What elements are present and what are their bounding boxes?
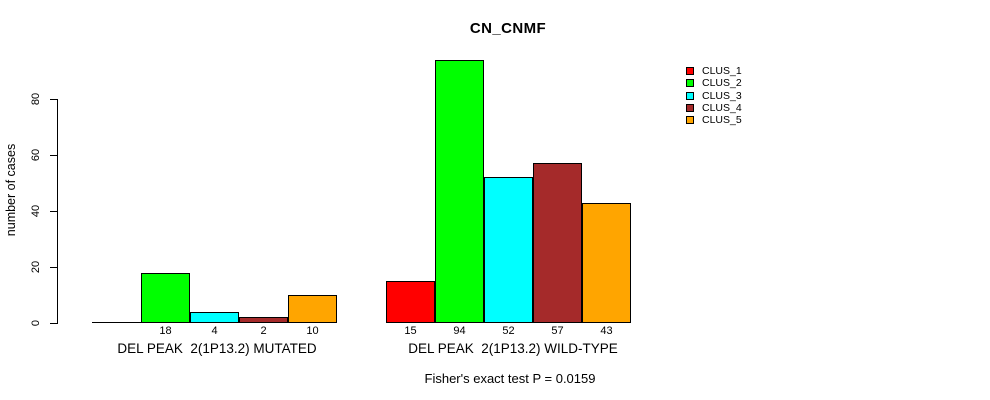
bar-value-label: 10 [306,325,319,337]
bar-CLUS_3 [484,177,533,323]
legend-swatch-CLUS_5 [686,116,694,125]
y-tick-label: 60 [30,148,42,162]
legend-label-CLUS_1: CLUS_1 [702,65,742,77]
y-tick-label: 20 [30,260,42,274]
bar-CLUS_4 [533,163,582,323]
y-axis-line [57,99,58,324]
y-tick [50,211,57,212]
bar-value-label: 2 [260,325,267,337]
group-label-mutated: DEL PEAK 2(1P13.2) MUTATED [117,341,317,356]
bar-value-label: 4 [211,325,218,337]
y-tick-label: 0 [30,319,42,327]
bar-CLUS_4 [239,317,288,323]
legend-label-CLUS_2: CLUS_2 [702,77,742,90]
bar-value-label: 43 [600,325,613,337]
y-tick-label: 80 [30,92,42,106]
bar-CLUS_5 [582,203,631,323]
legend-label-CLUS_3: CLUS_3 [702,89,742,102]
legend-label-CLUS_5: CLUS_5 [702,114,742,127]
bar-CLUS_5 [288,295,337,323]
y-tick [50,99,57,100]
group-label-wildtype: DEL PEAK 2(1P13.2) WILD-TYPE [408,341,618,356]
legend-label-CLUS_4: CLUS_4 [702,101,742,114]
bar-value-label: 94 [453,325,466,337]
bar-value-label: 52 [502,325,515,337]
y-tick [50,323,57,324]
fisher-test-annotation: Fisher's exact test P = 0.0159 [424,371,596,386]
legend-swatch-CLUS_1 [686,67,694,75]
legend-swatch-CLUS_2 [686,79,694,88]
bar-value-label: 15 [404,325,417,337]
bar-CLUS_2 [141,273,190,323]
bar-CLUS_2 [435,60,484,323]
chart-title: CN_CNMF [469,20,547,37]
y-tick [50,267,57,268]
bar-CLUS_1 [92,322,141,323]
legend-swatch-CLUS_4 [686,103,694,112]
bar-CLUS_1 [386,281,435,323]
bar-value-label: 57 [551,325,564,337]
bar-CLUS_3 [190,312,239,323]
bar-value-label: 18 [159,325,172,337]
legend-swatch-CLUS_3 [686,91,694,100]
y-axis-label: number of cases [4,143,18,237]
y-tick [50,155,57,156]
y-tick-label: 40 [30,204,42,218]
